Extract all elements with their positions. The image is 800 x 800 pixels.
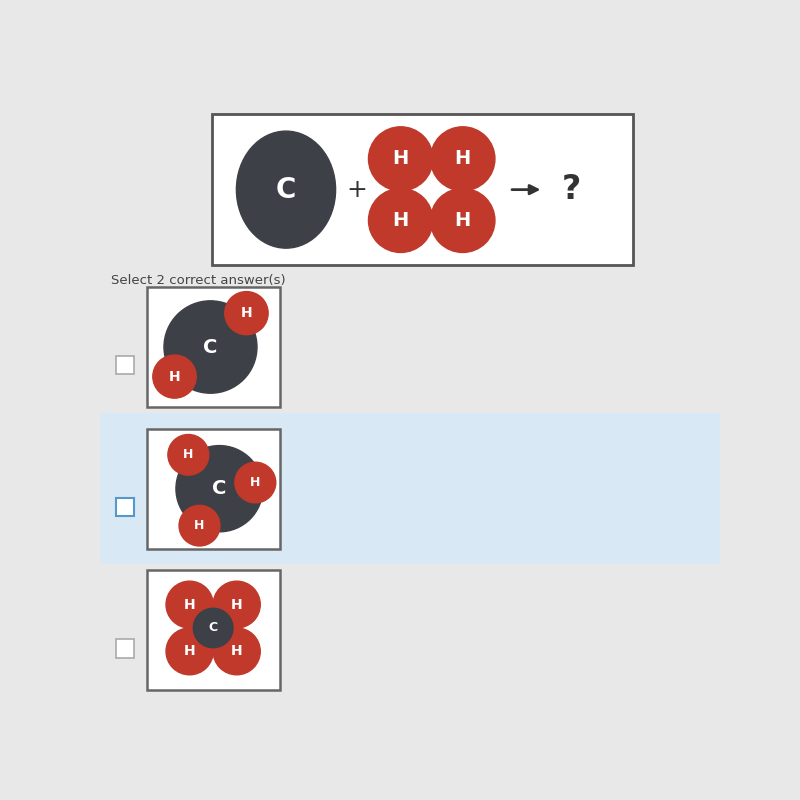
Circle shape [430,188,495,253]
Bar [211,114,634,266]
Text: +: + [347,178,368,202]
Circle shape [213,581,260,628]
Circle shape [369,126,433,191]
Bar [115,356,134,374]
Circle shape [153,355,196,398]
Circle shape [369,188,433,253]
Circle shape [235,462,276,503]
Text: H: H [393,150,409,168]
Bar [115,639,134,658]
Bar [146,570,280,690]
Text: H: H [250,476,261,489]
Text: ?: ? [562,173,581,206]
Text: H: H [241,306,252,320]
Circle shape [164,301,257,394]
Circle shape [176,446,262,532]
Circle shape [166,628,213,674]
Circle shape [430,126,495,191]
Circle shape [166,581,213,628]
Text: Select 2 correct answer(s): Select 2 correct answer(s) [111,274,286,287]
Bar [146,429,280,549]
Text: C: C [212,479,226,498]
Text: H: H [183,448,194,462]
Text: H: H [184,644,195,658]
Circle shape [225,291,268,334]
Text: H: H [393,211,409,230]
Text: C: C [276,176,296,204]
Text: C: C [203,338,218,357]
Text: H: H [169,370,180,383]
Circle shape [168,434,209,475]
Bar [146,287,280,407]
Text: H: H [231,598,242,611]
Text: C: C [209,622,218,634]
Circle shape [194,608,233,648]
Bar [100,414,720,564]
Circle shape [213,628,260,674]
Text: H: H [184,598,195,611]
Text: H: H [454,150,471,168]
Ellipse shape [237,131,336,248]
Text: H: H [231,644,242,658]
Circle shape [179,506,220,546]
Text: H: H [194,519,205,532]
Text: H: H [454,211,471,230]
Bar [115,498,134,516]
